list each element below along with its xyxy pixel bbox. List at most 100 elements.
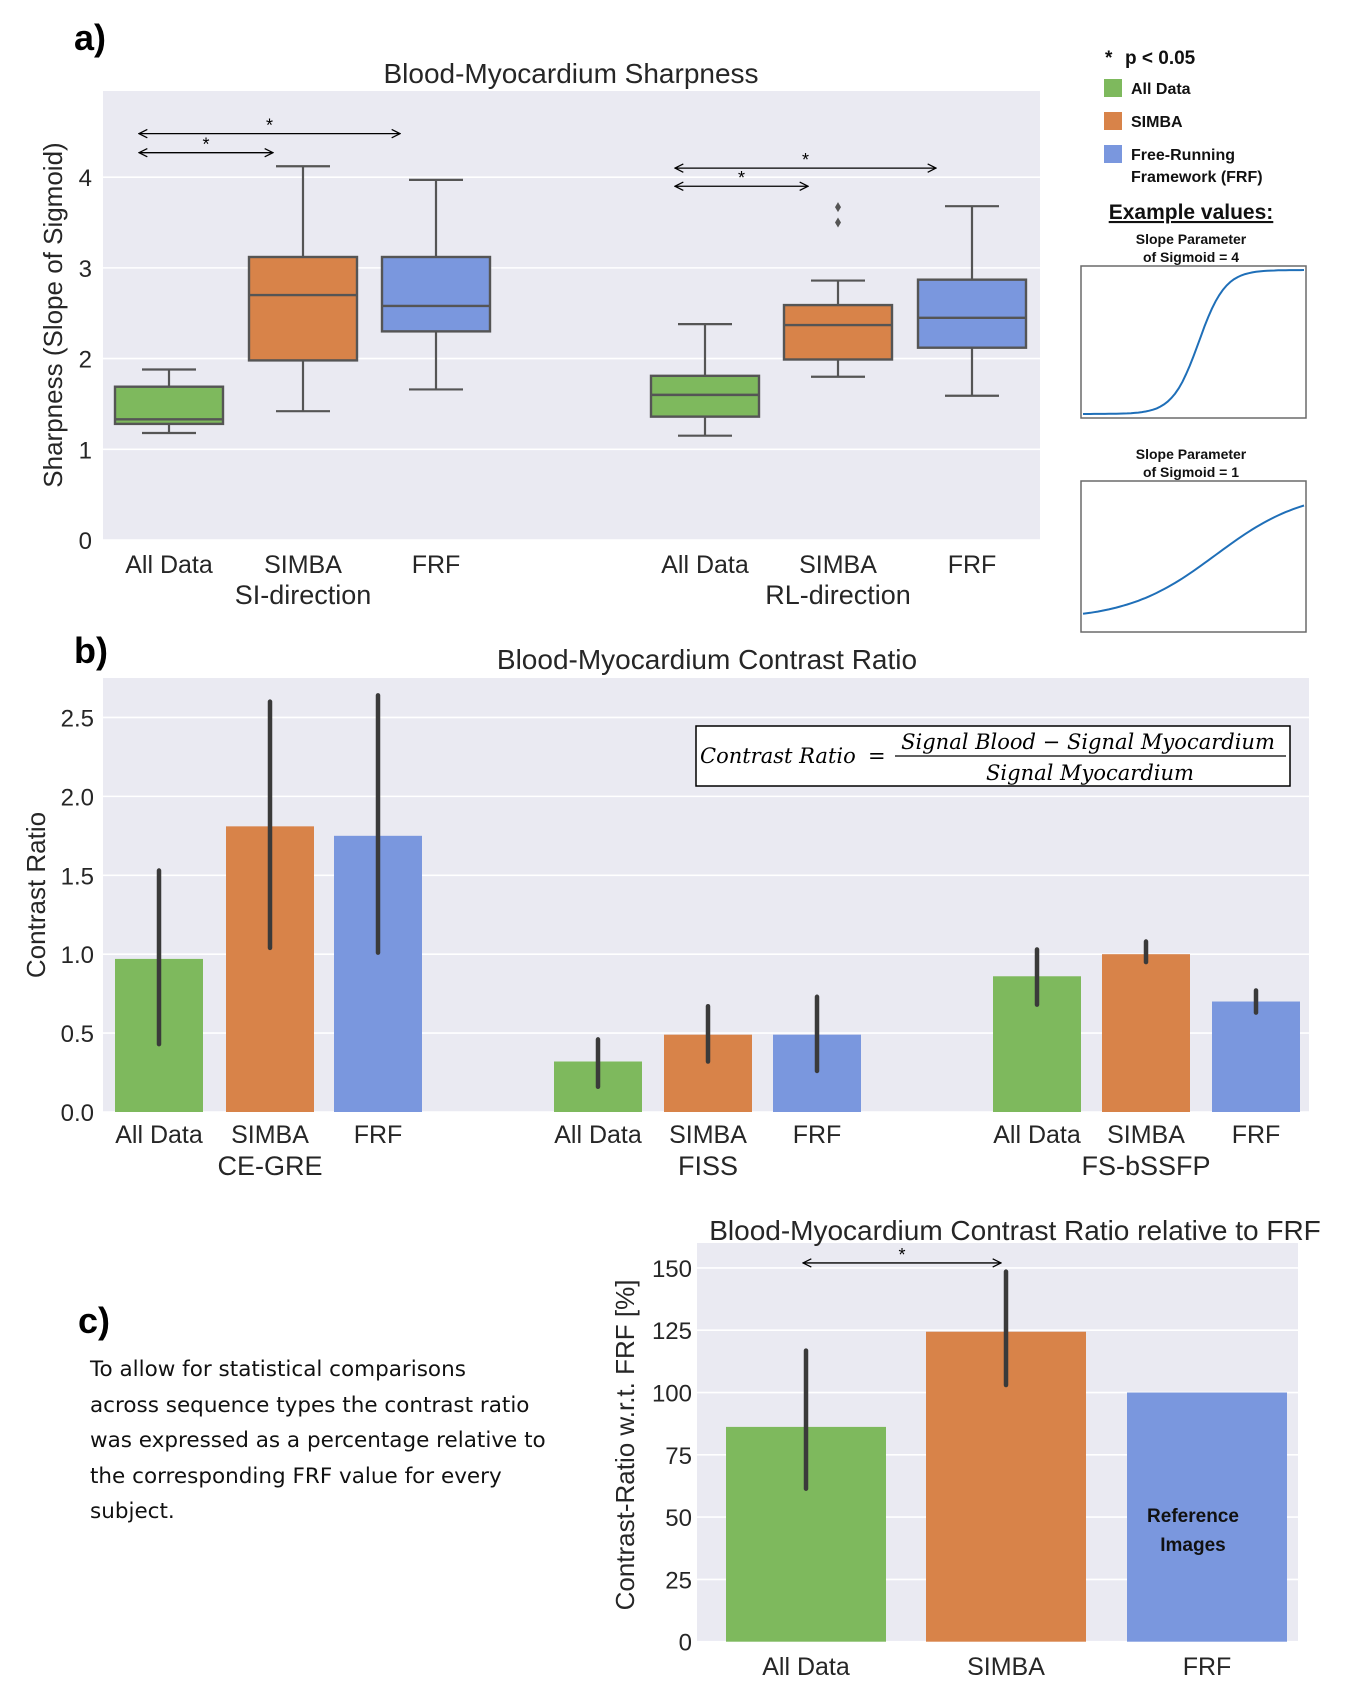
xtick-label: SIMBA bbox=[669, 1121, 747, 1149]
bar-simba bbox=[926, 1269, 1086, 1642]
ytick-label: 2 bbox=[79, 347, 92, 374]
box-rl-direction-all-data bbox=[649, 323, 761, 437]
bar-fs-bssfp-all-data bbox=[993, 947, 1081, 1112]
significance-star: * bbox=[202, 135, 209, 155]
ytick-label: 1.0 bbox=[61, 942, 94, 969]
relative-xticks: All Data SIMBA FRF bbox=[762, 1653, 1231, 1681]
bar bbox=[1102, 954, 1190, 1112]
panel-label-b: b) bbox=[74, 630, 108, 671]
group-label-ce-gre: CE-GRE bbox=[217, 1151, 322, 1181]
xtick-label: All Data bbox=[115, 1121, 203, 1149]
example-2-title-line1: Slope Parameter bbox=[1136, 446, 1247, 462]
xtick-label: All Data bbox=[762, 1653, 850, 1681]
contrast-yticks: 0.0 0.5 1.0 1.5 2.0 2.5 bbox=[61, 705, 94, 1127]
legend: * p < 0.05 All Data SIMBA Free-Running F… bbox=[1080, 48, 1307, 633]
bar-all-data bbox=[726, 1348, 886, 1642]
bar-fiss-all-data bbox=[554, 1037, 642, 1112]
ytick-label: 0.5 bbox=[61, 1021, 94, 1048]
panel-label-a: a) bbox=[74, 17, 106, 58]
box-si-direction-simba bbox=[247, 165, 359, 413]
bar-fiss-frf bbox=[773, 994, 861, 1112]
bar-ce-gre-all-data bbox=[115, 868, 203, 1112]
legend-swatch-all-data bbox=[1104, 79, 1122, 97]
ytick-label: 25 bbox=[665, 1567, 692, 1594]
relative-bars bbox=[726, 1269, 1287, 1642]
box-iqr bbox=[247, 255, 359, 362]
legend-label-frf-line2: Framework (FRF) bbox=[1131, 169, 1263, 186]
significance-star: * bbox=[738, 168, 745, 188]
bar-fiss-simba bbox=[664, 1004, 752, 1112]
contrast-chart: 0.00.51.01.52.02.5 All Data SIMBA FRF All D… bbox=[21, 644, 1309, 1181]
bar bbox=[1127, 1392, 1287, 1642]
relative-yticks: 0 25 50 75 100 125 150 bbox=[652, 1256, 692, 1657]
legend-significance: p < 0.05 bbox=[1125, 48, 1196, 69]
group-label-fs-bssfp: FS-bSSFP bbox=[1081, 1151, 1210, 1181]
box-rl-direction-simba bbox=[782, 202, 894, 378]
outlier-point bbox=[835, 217, 841, 228]
formula-equals: = bbox=[868, 744, 886, 768]
example-1-sigmoid-curve bbox=[1083, 269, 1305, 415]
sharpness-plot-area bbox=[103, 91, 1040, 540]
xtick-label: FRF bbox=[1183, 1653, 1232, 1681]
description-line: across sequence types the contrast ratio bbox=[90, 1392, 530, 1418]
xtick-label: SIMBA bbox=[1107, 1121, 1185, 1149]
bar-ce-gre-simba bbox=[226, 699, 314, 1112]
formula-box: Contrast Ratio = Signal Blood − Signal M… bbox=[695, 725, 1291, 787]
example-1-title-line1: Slope Parameter bbox=[1136, 231, 1247, 247]
bar-frf bbox=[1127, 1392, 1287, 1642]
xtick-label: All Data bbox=[661, 551, 749, 579]
legend-swatch-frf bbox=[1104, 145, 1122, 163]
sharpness-xticks: All Data SIMBA FRF All Data SIMBA FRF bbox=[125, 551, 996, 579]
formula-denominator: Signal Myocardium bbox=[986, 761, 1194, 785]
example-values-title: Example values: bbox=[1109, 201, 1274, 224]
ytick-label: 100 bbox=[652, 1381, 692, 1408]
ytick-label: 0.0 bbox=[61, 1100, 94, 1127]
outlier-point bbox=[835, 202, 841, 213]
description-line: the corresponding FRF value for every bbox=[90, 1463, 502, 1489]
box-si-direction-frf bbox=[380, 178, 492, 391]
xtick-label: All Data bbox=[993, 1121, 1081, 1149]
ytick-label: 1.5 bbox=[61, 863, 94, 890]
sharpness-boxes bbox=[113, 165, 1028, 437]
contrast-bars bbox=[115, 693, 1300, 1112]
contrast-title: Blood-Myocardium Contrast Ratio bbox=[497, 644, 917, 675]
xtick-label: SIMBA bbox=[799, 551, 877, 579]
box-si-direction-all-data bbox=[113, 368, 225, 435]
example-2-title-line2: of Sigmoid = 1 bbox=[1143, 464, 1239, 480]
box-rl-direction-frf bbox=[916, 205, 1028, 397]
significance-star: * bbox=[802, 150, 809, 170]
relative-title: Blood-Myocardium Contrast Ratio relative… bbox=[709, 1215, 1321, 1246]
box-iqr bbox=[649, 374, 761, 418]
legend-label-simba: SIMBA bbox=[1131, 114, 1183, 131]
contrast-ylabel: Contrast Ratio bbox=[21, 812, 51, 978]
contrast-xticks: All Data SIMBA FRF All Data SIMBA FRF All Data… bbox=[115, 1121, 1280, 1149]
panel-c-description: To allow for statistical comparisons acr… bbox=[90, 1352, 610, 1530]
box-iqr bbox=[113, 385, 225, 426]
xtick-label: FRF bbox=[793, 1121, 842, 1149]
xtick-label: All Data bbox=[125, 551, 213, 579]
panel-label-c: c) bbox=[78, 1300, 111, 1341]
ytick-label: 50 bbox=[665, 1505, 692, 1532]
significance-star: * bbox=[898, 1245, 905, 1265]
ytick-label: 2.0 bbox=[61, 784, 94, 811]
formula-numerator: Signal Blood − Signal Myocardium bbox=[901, 730, 1275, 754]
ytick-label: 150 bbox=[652, 1256, 692, 1283]
sharpness-significance: * * * * bbox=[139, 116, 936, 189]
description-line: subject. bbox=[90, 1499, 175, 1524]
xtick-label: SIMBA bbox=[231, 1121, 309, 1149]
example-1-title-line2: of Sigmoid = 4 bbox=[1143, 249, 1239, 265]
xtick-label: SIMBA bbox=[967, 1653, 1045, 1681]
legend-star-symbol: * bbox=[1105, 48, 1113, 69]
sharpness-yticks: 0 1 2 3 4 bbox=[79, 165, 92, 555]
ytick-label: 3 bbox=[79, 256, 92, 283]
group-label-si: SI-direction bbox=[235, 580, 372, 610]
relative-ylabel: Contrast-Ratio w.r.t. FRF [%] bbox=[610, 1280, 640, 1611]
bar-fs-bssfp-simba bbox=[1102, 939, 1190, 1112]
legend-swatch-simba bbox=[1104, 112, 1122, 130]
ytick-label: 0 bbox=[79, 528, 92, 555]
formula-lhs: Contrast Ratio bbox=[700, 744, 856, 768]
xtick-label: All Data bbox=[554, 1121, 642, 1149]
sharpness-ylabel: Sharpness (Slope of Sigmoid) bbox=[38, 142, 68, 487]
significance-star: * bbox=[266, 116, 273, 136]
